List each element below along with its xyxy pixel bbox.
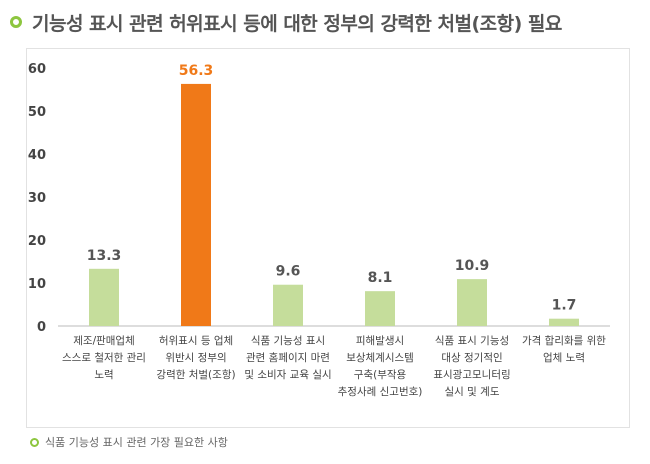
data-label: 1.7 — [552, 298, 577, 314]
footnote-circle-icon — [30, 437, 39, 447]
x-tick-label-line: 위반시 정부의 — [165, 351, 226, 364]
chart-panel — [26, 48, 630, 428]
data-label: 13.3 — [87, 248, 122, 264]
x-tick-label-line: 허위표시 등 업체 — [159, 334, 233, 347]
x-tick-label-line: 식품 표시 기능성 — [435, 335, 509, 347]
x-tick-label-line: 대상 정기적인 — [441, 352, 502, 364]
x-tick-label-line: 구축(부작용 — [354, 369, 407, 381]
x-tick-label-line: 보상체계시스템 — [346, 352, 414, 364]
x-tick-label-line: 강력한 처벌(조항) — [156, 369, 235, 381]
footnote-text: 식품 기능성 표시 관련 가장 필요한 사항 — [45, 436, 228, 449]
x-tick-label-line: 피해발생시 — [356, 334, 404, 347]
bar — [365, 291, 395, 326]
footnote: 식품 기능성 표시 관련 가장 필요한 사항 — [30, 434, 228, 450]
y-tick-label: 50 — [28, 105, 46, 120]
bar — [457, 279, 487, 326]
x-tick-label-line: 표시광고모니터링 — [433, 369, 510, 381]
x-tick-label-line: 제조/판매업체 — [73, 334, 135, 347]
data-label: 9.6 — [276, 264, 301, 280]
chart-title: 기능성 표시 관련 허위표시 등에 대한 정부의 강력한 처벌(조항) 필요 — [32, 12, 562, 35]
bar — [549, 318, 579, 326]
y-tick-label: 40 — [28, 148, 46, 163]
bar — [89, 268, 119, 326]
x-tick-label-line: 가격 합리화를 위한 — [522, 334, 606, 347]
y-tick-label: 60 — [28, 62, 46, 77]
data-label: 8.1 — [368, 270, 393, 286]
x-tick-label-line: 노력 — [94, 369, 113, 381]
y-tick-label: 0 — [37, 320, 46, 335]
y-tick-label: 10 — [28, 277, 46, 292]
y-tick-label: 30 — [28, 191, 46, 206]
title-circle-icon — [10, 16, 22, 28]
bar — [181, 83, 211, 326]
x-tick-label-line: 추정사례 신고번호) — [338, 386, 423, 398]
x-tick-label-line: 스스로 철저한 관리 — [62, 352, 146, 364]
data-label: 10.9 — [455, 258, 490, 274]
x-tick-label-line: 관련 홈페이지 마련 — [246, 351, 330, 364]
x-tick-label-line: 및 소비자 교육 실시 — [244, 369, 331, 381]
x-tick-label-line: 실시 및 계도 — [445, 386, 500, 398]
bar — [273, 284, 303, 326]
title-row: 기능성 표시 관련 허위표시 등에 대한 정부의 강력한 처벌(조항) 필요 — [10, 6, 562, 38]
data-label: 56.3 — [179, 63, 214, 79]
x-tick-label-line: 업체 노력 — [543, 351, 585, 364]
y-tick-label: 20 — [28, 234, 46, 249]
x-tick-label-line: 식품 기능성 표시 — [251, 335, 325, 347]
